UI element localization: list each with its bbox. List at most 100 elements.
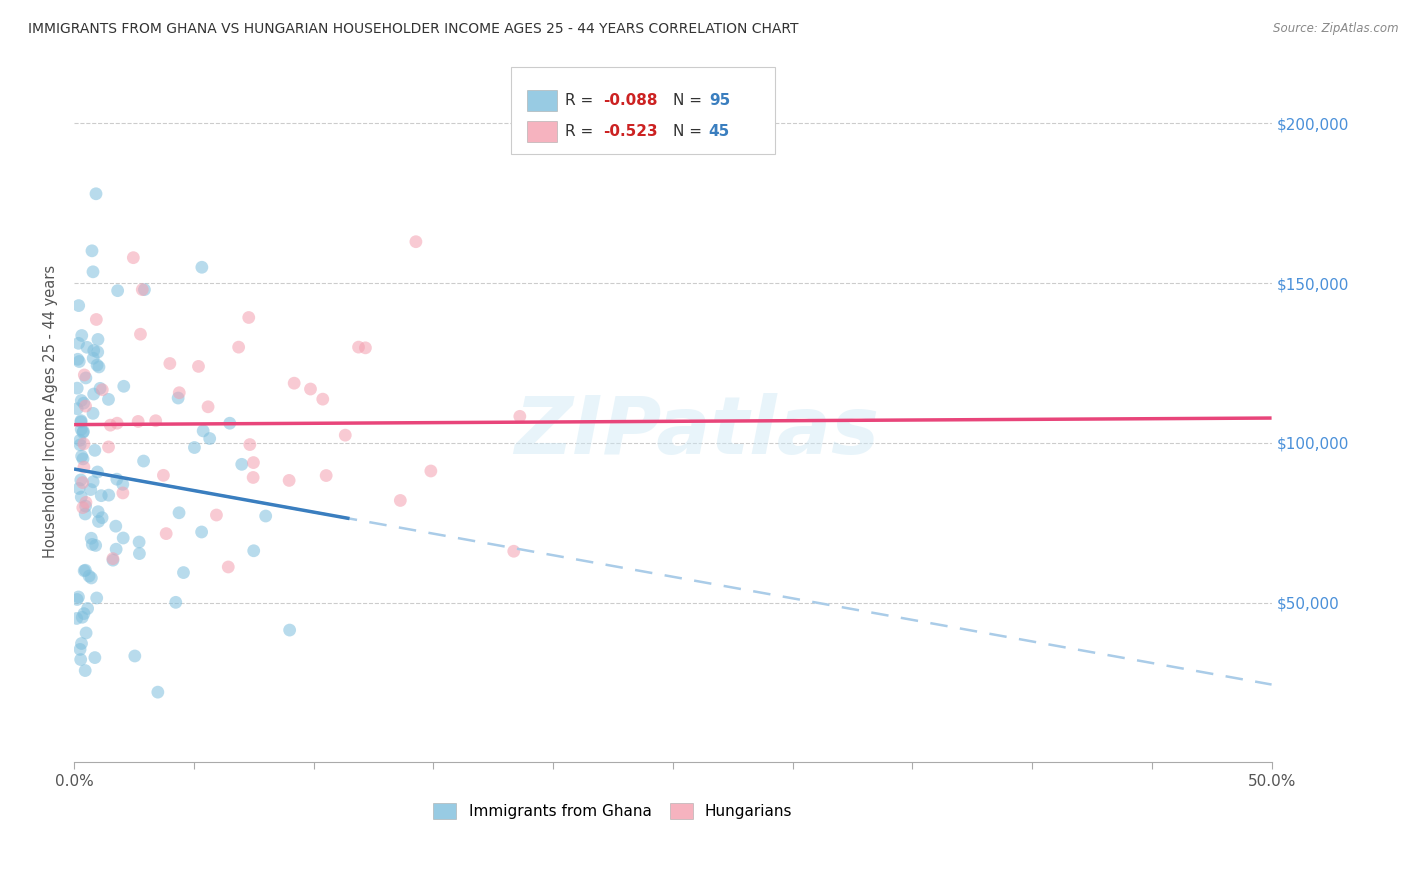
Point <box>131 283 153 297</box>
Point <box>69 434 91 448</box>
Point <box>67 354 90 368</box>
Point <box>242 543 264 558</box>
Point <box>86 358 108 372</box>
Point <box>354 341 377 355</box>
Point <box>70 422 93 436</box>
Point <box>152 468 174 483</box>
Point <box>187 359 209 374</box>
Point <box>124 648 146 663</box>
Point <box>315 468 337 483</box>
Point <box>146 685 169 699</box>
Point <box>73 564 96 578</box>
Point <box>347 340 370 354</box>
Point <box>75 495 97 509</box>
Text: ZIPatlas: ZIPatlas <box>515 393 879 471</box>
Point <box>66 401 89 416</box>
Text: -0.088: -0.088 <box>603 93 658 108</box>
Point <box>72 475 94 490</box>
Point <box>278 623 301 637</box>
Point <box>218 416 240 430</box>
Point <box>72 451 94 466</box>
Point <box>134 283 156 297</box>
Point <box>283 376 305 391</box>
Legend: Immigrants from Ghana, Hungarians: Immigrants from Ghana, Hungarians <box>427 797 799 825</box>
Point <box>67 299 90 313</box>
Point <box>111 477 134 491</box>
Point <box>122 251 145 265</box>
Point <box>105 416 128 430</box>
Point <box>87 345 110 359</box>
Point <box>75 499 97 513</box>
Point <box>73 396 96 410</box>
Text: Source: ZipAtlas.com: Source: ZipAtlas.com <box>1274 22 1399 36</box>
Point <box>165 595 187 609</box>
Point <box>80 483 103 497</box>
Point <box>72 425 94 439</box>
Point <box>82 406 104 420</box>
Point <box>105 472 128 486</box>
Point <box>159 357 181 371</box>
Text: 95: 95 <box>709 93 730 108</box>
Point <box>67 336 90 351</box>
Point <box>83 443 105 458</box>
Point <box>98 418 121 433</box>
Point <box>389 493 412 508</box>
Point <box>70 449 93 463</box>
Point <box>83 650 105 665</box>
Point <box>183 441 205 455</box>
Text: N =: N = <box>673 124 707 139</box>
Point <box>112 379 135 393</box>
Text: R =: R = <box>565 93 598 108</box>
Point <box>231 458 253 472</box>
Point <box>254 508 277 523</box>
Y-axis label: Householder Income Ages 25 - 44 years: Householder Income Ages 25 - 44 years <box>44 264 58 558</box>
Point <box>312 392 335 406</box>
Point <box>129 327 152 342</box>
Point <box>70 393 93 408</box>
Point <box>76 340 98 354</box>
Point <box>84 186 107 201</box>
Point <box>82 351 104 366</box>
Point <box>132 454 155 468</box>
Point <box>198 432 221 446</box>
Point <box>70 415 93 429</box>
Point <box>69 438 91 452</box>
Point <box>97 488 120 502</box>
Point <box>70 414 93 428</box>
Point <box>190 524 212 539</box>
Point <box>70 610 93 624</box>
Point <box>104 519 127 533</box>
Point <box>335 428 357 442</box>
Point <box>405 235 427 249</box>
Point <box>91 510 114 524</box>
Point <box>73 460 96 475</box>
Point <box>167 391 190 405</box>
Point <box>90 489 112 503</box>
Point <box>97 392 120 407</box>
Point <box>205 508 228 522</box>
Point <box>191 424 214 438</box>
Point <box>89 381 111 395</box>
Point <box>72 425 94 440</box>
Point <box>217 560 239 574</box>
Point <box>73 368 96 382</box>
Point <box>167 385 190 400</box>
Point <box>107 284 129 298</box>
Point <box>242 456 264 470</box>
Point <box>299 382 322 396</box>
Point <box>82 475 104 489</box>
Point <box>66 592 89 607</box>
Point <box>75 399 97 413</box>
Point <box>69 473 91 487</box>
Text: -0.523: -0.523 <box>603 124 658 139</box>
Point <box>91 383 114 397</box>
Point <box>80 531 103 545</box>
Point <box>75 626 97 640</box>
Point <box>75 563 97 577</box>
Point <box>197 400 219 414</box>
Point <box>82 265 104 279</box>
Point <box>72 500 94 515</box>
Point <box>101 553 124 567</box>
Point <box>191 260 214 275</box>
Point <box>67 590 90 604</box>
